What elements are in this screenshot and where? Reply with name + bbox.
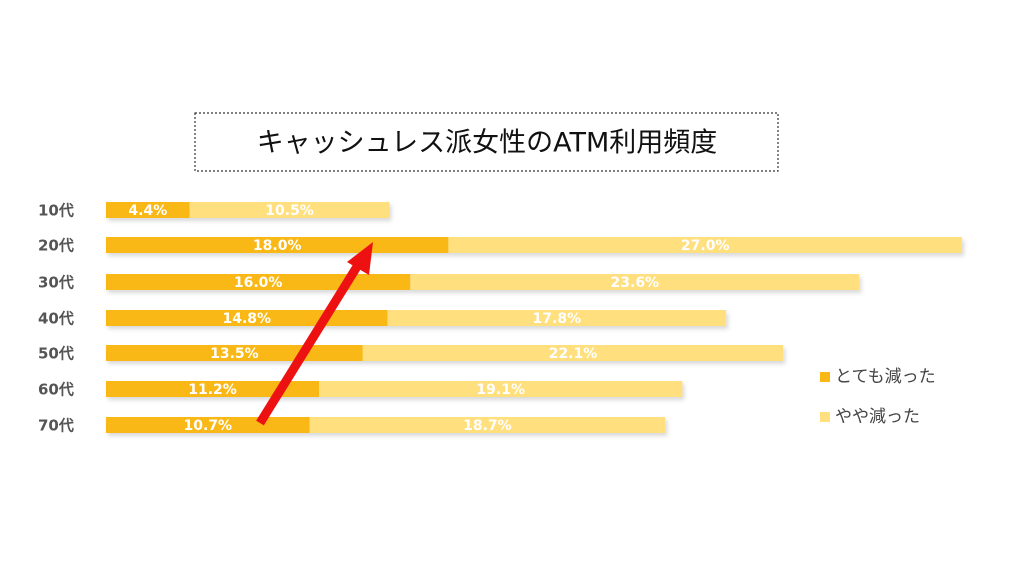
bar-row xyxy=(106,274,860,290)
value-label: 17.8% xyxy=(533,311,582,327)
value-label: 14.8% xyxy=(222,311,271,327)
bar-row xyxy=(106,381,683,397)
legend-swatch xyxy=(820,372,830,382)
bars xyxy=(106,202,962,433)
arrow-head xyxy=(347,242,373,275)
y-tick-label: 50代 xyxy=(38,345,74,363)
legend-label: とても減った xyxy=(835,367,936,387)
bar-row xyxy=(106,345,784,361)
y-tick-label: 70代 xyxy=(38,417,74,435)
y-tick-label: 40代 xyxy=(38,310,74,328)
bar-segment xyxy=(106,202,190,218)
legend-label: やや減った xyxy=(835,407,920,427)
bar-segment xyxy=(189,202,390,218)
arrow-shaft xyxy=(256,262,362,426)
value-label: 27.0% xyxy=(681,238,730,254)
bar-segment xyxy=(387,310,727,326)
value-label: 16.0% xyxy=(234,275,283,291)
arrow xyxy=(256,242,373,426)
value-label: 18.7% xyxy=(463,418,512,434)
value-label: 18.0% xyxy=(253,238,302,254)
value-label: 19.1% xyxy=(476,382,525,398)
bar-segment xyxy=(362,345,784,361)
y-tick-label: 20代 xyxy=(38,237,74,255)
value-label: 11.2% xyxy=(188,382,237,398)
bar-row xyxy=(106,202,390,218)
value-label: 22.1% xyxy=(549,346,598,362)
y-tick-label: 30代 xyxy=(38,274,74,292)
y-tick-label: 10代 xyxy=(38,202,74,220)
value-label: 23.6% xyxy=(611,275,660,291)
bar-segment xyxy=(106,381,320,397)
bar-segment xyxy=(448,237,962,253)
bar-segment xyxy=(106,237,449,253)
title-box xyxy=(194,112,779,172)
bar-segment xyxy=(106,274,411,290)
bar-segment xyxy=(309,417,666,433)
y-tick-label: 60代 xyxy=(38,381,74,399)
value-label: 10.7% xyxy=(183,418,232,434)
bar-row xyxy=(106,237,962,253)
bar-segment xyxy=(106,310,388,326)
bar-row xyxy=(106,310,727,326)
bar-segment xyxy=(410,274,860,290)
bar-segment xyxy=(319,381,683,397)
value-label: 13.5% xyxy=(210,346,259,362)
chart-title: キャッシュレス派女性のATM利用頻度 xyxy=(257,128,718,159)
legend-swatch xyxy=(820,412,830,422)
value-label: 10.5% xyxy=(265,203,314,219)
value-label: 4.4% xyxy=(128,203,167,219)
